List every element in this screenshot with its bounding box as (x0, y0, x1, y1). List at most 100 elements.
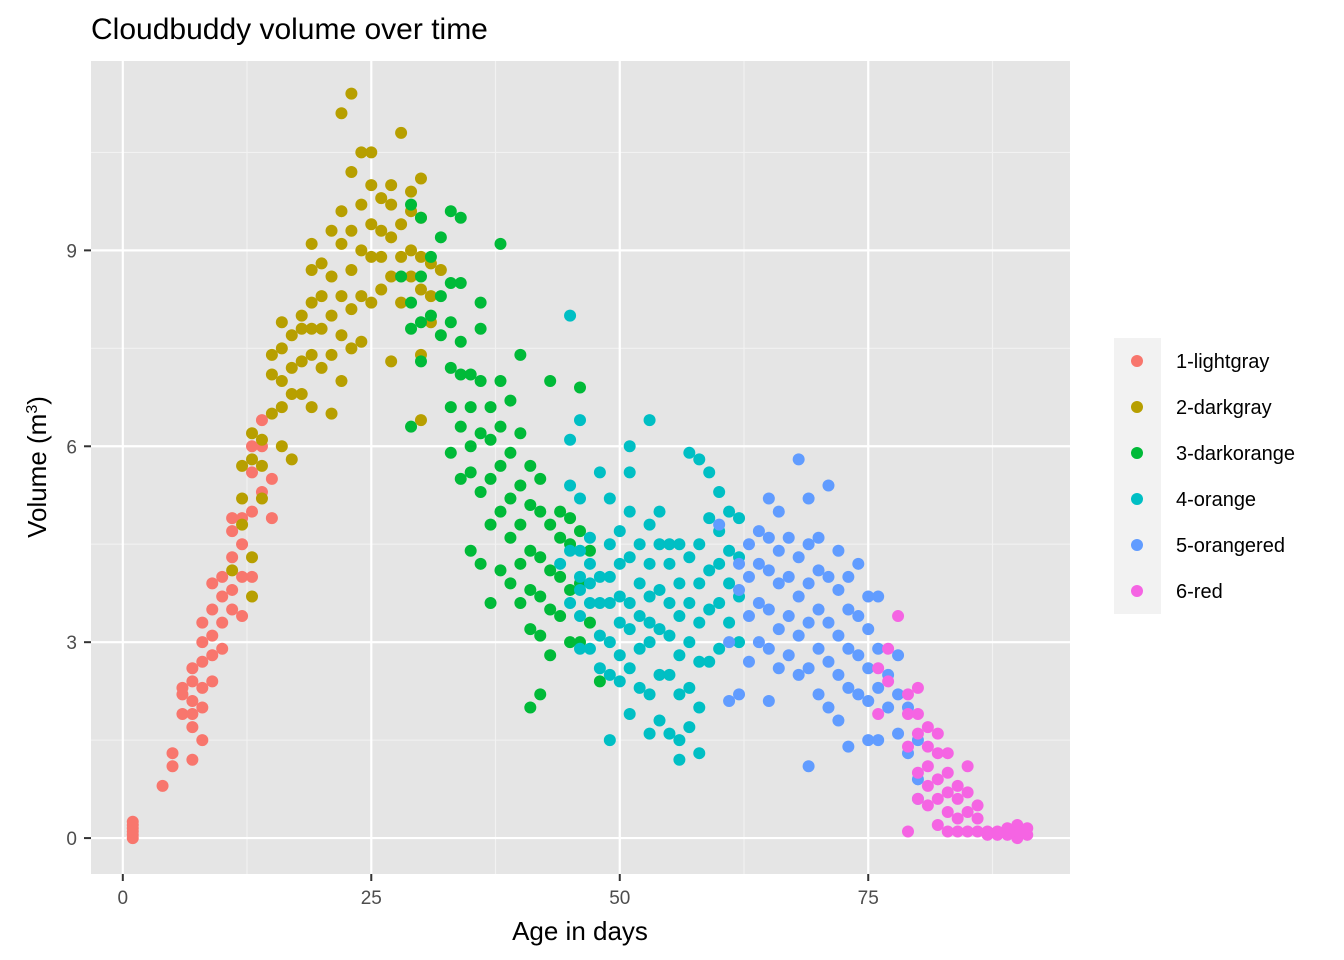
data-point (216, 616, 229, 629)
data-point (723, 505, 736, 518)
data-point (315, 361, 328, 374)
data-point (385, 231, 398, 244)
data-point (444, 361, 457, 374)
legend-label: 6-red (1176, 581, 1223, 603)
data-point (593, 466, 606, 479)
data-point (385, 355, 398, 368)
data-point (385, 198, 398, 211)
data-point (782, 649, 795, 662)
data-point (643, 414, 656, 427)
data-point (236, 570, 249, 583)
data-point (723, 616, 736, 629)
data-point (772, 577, 785, 590)
data-point (742, 570, 755, 583)
data-point (603, 668, 616, 681)
data-point (603, 538, 616, 551)
data-point (752, 636, 765, 649)
data-point (653, 538, 666, 551)
data-point (564, 583, 577, 596)
data-point (424, 309, 437, 322)
data-point (762, 564, 775, 577)
legend-label: 1-lightgray (1176, 351, 1269, 373)
data-point (583, 577, 596, 590)
data-point (603, 492, 616, 505)
data-point (653, 583, 666, 596)
data-point (534, 590, 547, 603)
data-point (842, 603, 855, 616)
data-point (633, 610, 646, 623)
data-point (524, 583, 537, 596)
data-point (713, 597, 726, 609)
data-point (444, 205, 457, 218)
data-point (216, 570, 229, 583)
data-point (623, 708, 636, 721)
data-point (305, 322, 318, 335)
data-point (951, 825, 964, 838)
data-point (305, 401, 318, 414)
data-point (514, 597, 527, 609)
data-point (275, 374, 288, 387)
x-tick-label: 75 (858, 888, 879, 909)
data-point (683, 597, 696, 609)
data-point (196, 701, 209, 714)
data-point (971, 825, 984, 838)
data-point (772, 662, 785, 675)
data-point (206, 577, 219, 590)
data-point (911, 727, 924, 740)
data-point (275, 342, 288, 355)
data-point (246, 590, 259, 603)
y-axis-title-main: Volume (m (22, 414, 52, 538)
y-tick-label: 3 (66, 633, 77, 654)
data-point (643, 688, 656, 701)
data-point (365, 218, 378, 231)
data-point (713, 485, 726, 498)
data-point (802, 577, 815, 590)
legend-label: 5-orangered (1176, 535, 1285, 557)
data-point (246, 427, 259, 440)
data-point (265, 407, 278, 420)
data-point (574, 544, 587, 557)
data-point (514, 348, 527, 361)
data-point (911, 792, 924, 805)
data-point (643, 636, 656, 649)
data-point (295, 355, 308, 368)
data-point (892, 610, 905, 623)
data-point (405, 296, 418, 309)
data-point (762, 492, 775, 505)
data-point (305, 263, 318, 276)
legend-label: 2-darkgray (1176, 397, 1272, 419)
chart-title: Cloudbuddy volume over time (91, 13, 488, 46)
y-tick-label: 0 (66, 829, 77, 850)
data-point (742, 655, 755, 668)
legend-key (1131, 355, 1143, 367)
data-point (305, 296, 318, 309)
data-point (872, 734, 885, 747)
data-point (255, 433, 268, 446)
data-point (832, 583, 845, 596)
data-point (414, 355, 427, 368)
data-point (186, 662, 199, 675)
data-point (673, 734, 686, 747)
data-point (424, 250, 437, 263)
data-point (911, 681, 924, 694)
data-point (971, 812, 984, 825)
data-point (335, 205, 348, 218)
data-point (166, 747, 179, 760)
data-point (623, 551, 636, 564)
data-point (335, 107, 348, 120)
data-point (285, 361, 298, 374)
data-point (882, 642, 895, 655)
data-point (574, 381, 587, 394)
data-point (325, 224, 338, 237)
data-point (792, 668, 805, 681)
data-point (275, 401, 288, 414)
data-point (196, 636, 209, 649)
data-point (464, 466, 477, 479)
data-point (186, 694, 199, 707)
legend-label: 3-darkorange (1176, 443, 1295, 465)
data-point (414, 172, 427, 185)
data-point (196, 655, 209, 668)
data-point (802, 538, 815, 551)
data-point (772, 544, 785, 557)
data-point (474, 374, 487, 387)
